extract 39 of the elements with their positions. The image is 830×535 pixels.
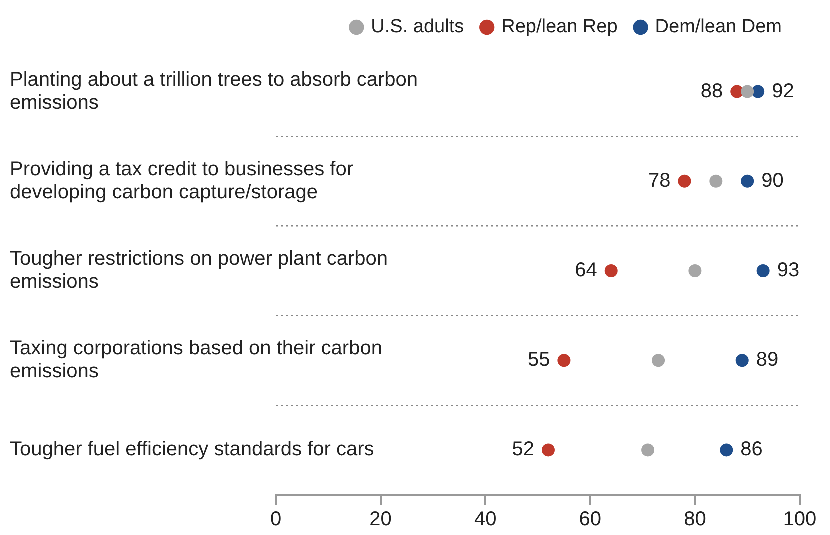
y-tick-label: Planting about a trillion trees to absorb carbon emissions [10,68,418,114]
data-label: 55 [528,349,550,372]
y-tick-label: Tougher restrictions on power plant carbon emissions [10,248,388,294]
legend-label: U.S. adults [371,16,464,38]
data-label: 78 [648,170,671,192]
data-label: 64 [575,260,598,282]
point [756,264,770,278]
data-label: 92 [772,80,794,102]
data-label: 86 [740,438,763,461]
data-label: 52 [512,438,534,461]
point [730,85,744,98]
point [642,444,655,457]
point [736,354,749,368]
x-tick-label: 60 [579,508,602,531]
point [678,174,692,188]
point [741,174,754,188]
y-tick-label: Providing a tax credit to businesses for developing carbon capture/storage [10,158,354,204]
data-label: 89 [756,349,779,372]
y-tick-label: Taxing corporations based on their carbon emissions [10,338,382,383]
point [710,174,723,188]
x-tick-label: 40 [474,508,497,531]
legend-label: Rep/lean Rep [502,16,618,38]
x-tick-label: 80 [684,508,706,531]
legend-label: Dem/lean Dem [655,16,782,38]
point [542,444,555,457]
y-tick-label: Tougher fuel efficiency standards for cars [10,438,374,461]
point [720,444,734,457]
x-tick-label: 20 [370,508,392,531]
point [741,85,754,98]
data-label: 88 [700,80,724,102]
data-label: 90 [762,170,784,192]
point [688,264,702,278]
x-tick-label: 0 [270,508,282,531]
point [752,85,765,98]
point [558,354,571,368]
data-label: 93 [777,260,800,282]
point [652,354,666,368]
point [604,264,618,278]
x-tick-label: 100 [783,508,817,531]
